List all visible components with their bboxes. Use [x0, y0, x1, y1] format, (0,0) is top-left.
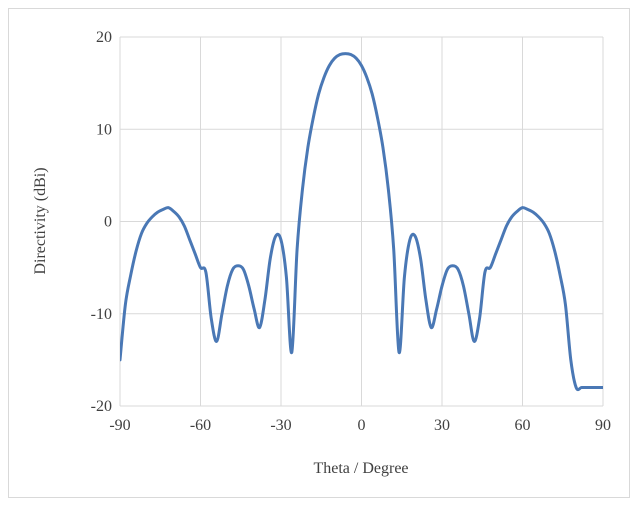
y-tick-label: 20	[96, 29, 112, 46]
y-axis-title: Directivity (dBi)	[32, 167, 49, 274]
x-tick-label: -90	[109, 417, 130, 434]
directivity-series-line	[120, 52, 603, 392]
x-tick-label: -60	[190, 417, 211, 434]
x-tick-label: 60	[515, 417, 531, 434]
y-tick-label: 10	[96, 121, 112, 138]
tick-labels: -90 -60 -30 0 30 60 90 20 10 0 -10 -20	[91, 29, 611, 434]
grid-lines	[119, 36, 604, 407]
x-tick-label: 90	[595, 417, 611, 434]
y-tick-label: 0	[104, 214, 112, 231]
series-layer	[120, 52, 603, 392]
x-tick-label: -30	[270, 417, 291, 434]
x-axis-title: Theta / Degree	[313, 460, 408, 477]
x-tick-label: 30	[434, 417, 450, 434]
x-tick-label: 0	[358, 417, 366, 434]
y-tick-label: -10	[91, 306, 112, 323]
y-tick-label: -20	[91, 398, 112, 415]
